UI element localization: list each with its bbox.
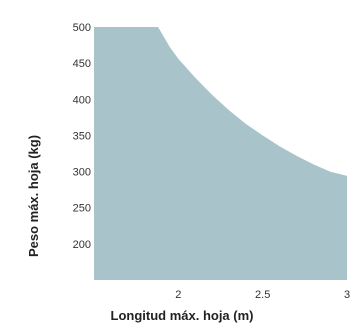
area-series-0 bbox=[94, 27, 347, 280]
y-tick-label: 400 bbox=[73, 94, 91, 106]
y-tick-label: 300 bbox=[73, 167, 91, 179]
x-tick-label: 2.5 bbox=[255, 289, 270, 301]
x-tick-label: 3 bbox=[344, 289, 350, 301]
x-tick-label: 2 bbox=[175, 289, 181, 301]
plot-area bbox=[94, 27, 347, 280]
y-tick-label: 250 bbox=[73, 203, 91, 215]
y-tick-label: 200 bbox=[73, 239, 91, 251]
x-axis-ticks: 2 2.5 3 bbox=[175, 289, 350, 301]
x-axis-title: Longitud máx. hoja (m) bbox=[111, 308, 254, 323]
y-tick-label: 500 bbox=[73, 22, 91, 34]
y-tick-label: 350 bbox=[73, 130, 91, 142]
y-axis-ticks: 200 250 300 350 400 450 500 bbox=[73, 22, 91, 251]
y-tick-label: 450 bbox=[73, 58, 91, 70]
y-axis-title: Peso máx. hoja (kg) bbox=[26, 135, 41, 257]
